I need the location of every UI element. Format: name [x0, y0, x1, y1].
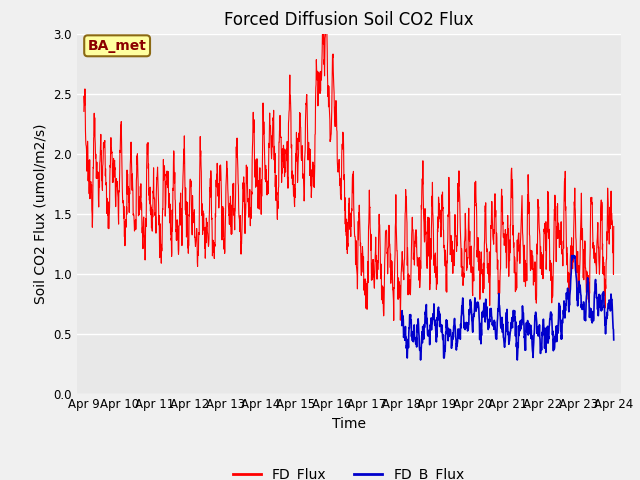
FD_B_Flux — [465, 307, 473, 312]
FD_Flux — [498, 186, 506, 192]
FD_B_Flux — [610, 337, 618, 343]
Legend: FD_Flux, FD_B_Flux: FD_Flux, FD_B_Flux — [228, 462, 470, 480]
FD_B_Flux — [398, 323, 406, 328]
FD_Flux — [390, 317, 397, 323]
Text: BA_met: BA_met — [88, 39, 147, 53]
FD_Flux — [107, 135, 115, 141]
FD_Flux — [595, 259, 603, 264]
FD_B_Flux — [568, 252, 576, 258]
FD_Flux — [319, 14, 326, 20]
FD_Flux — [338, 150, 346, 156]
FD_Flux — [595, 244, 602, 250]
FD_B_Flux — [589, 318, 597, 324]
FD_B_Flux — [538, 343, 545, 349]
Y-axis label: Soil CO2 Flux (umol/m2/s): Soil CO2 Flux (umol/m2/s) — [34, 123, 48, 304]
FD_B_Flux — [450, 324, 458, 329]
FD_Flux — [610, 224, 618, 229]
Line: FD_B_Flux: FD_B_Flux — [402, 255, 614, 360]
FD_B_Flux — [458, 303, 466, 309]
Title: Forced Diffusion Soil CO2 Flux: Forced Diffusion Soil CO2 Flux — [224, 11, 474, 29]
X-axis label: Time: Time — [332, 417, 366, 431]
FD_Flux — [324, 83, 332, 88]
Line: FD_Flux: FD_Flux — [84, 17, 614, 320]
FD_B_Flux — [417, 357, 424, 363]
FD_B_Flux — [563, 290, 571, 296]
FD_Flux — [80, 108, 88, 114]
